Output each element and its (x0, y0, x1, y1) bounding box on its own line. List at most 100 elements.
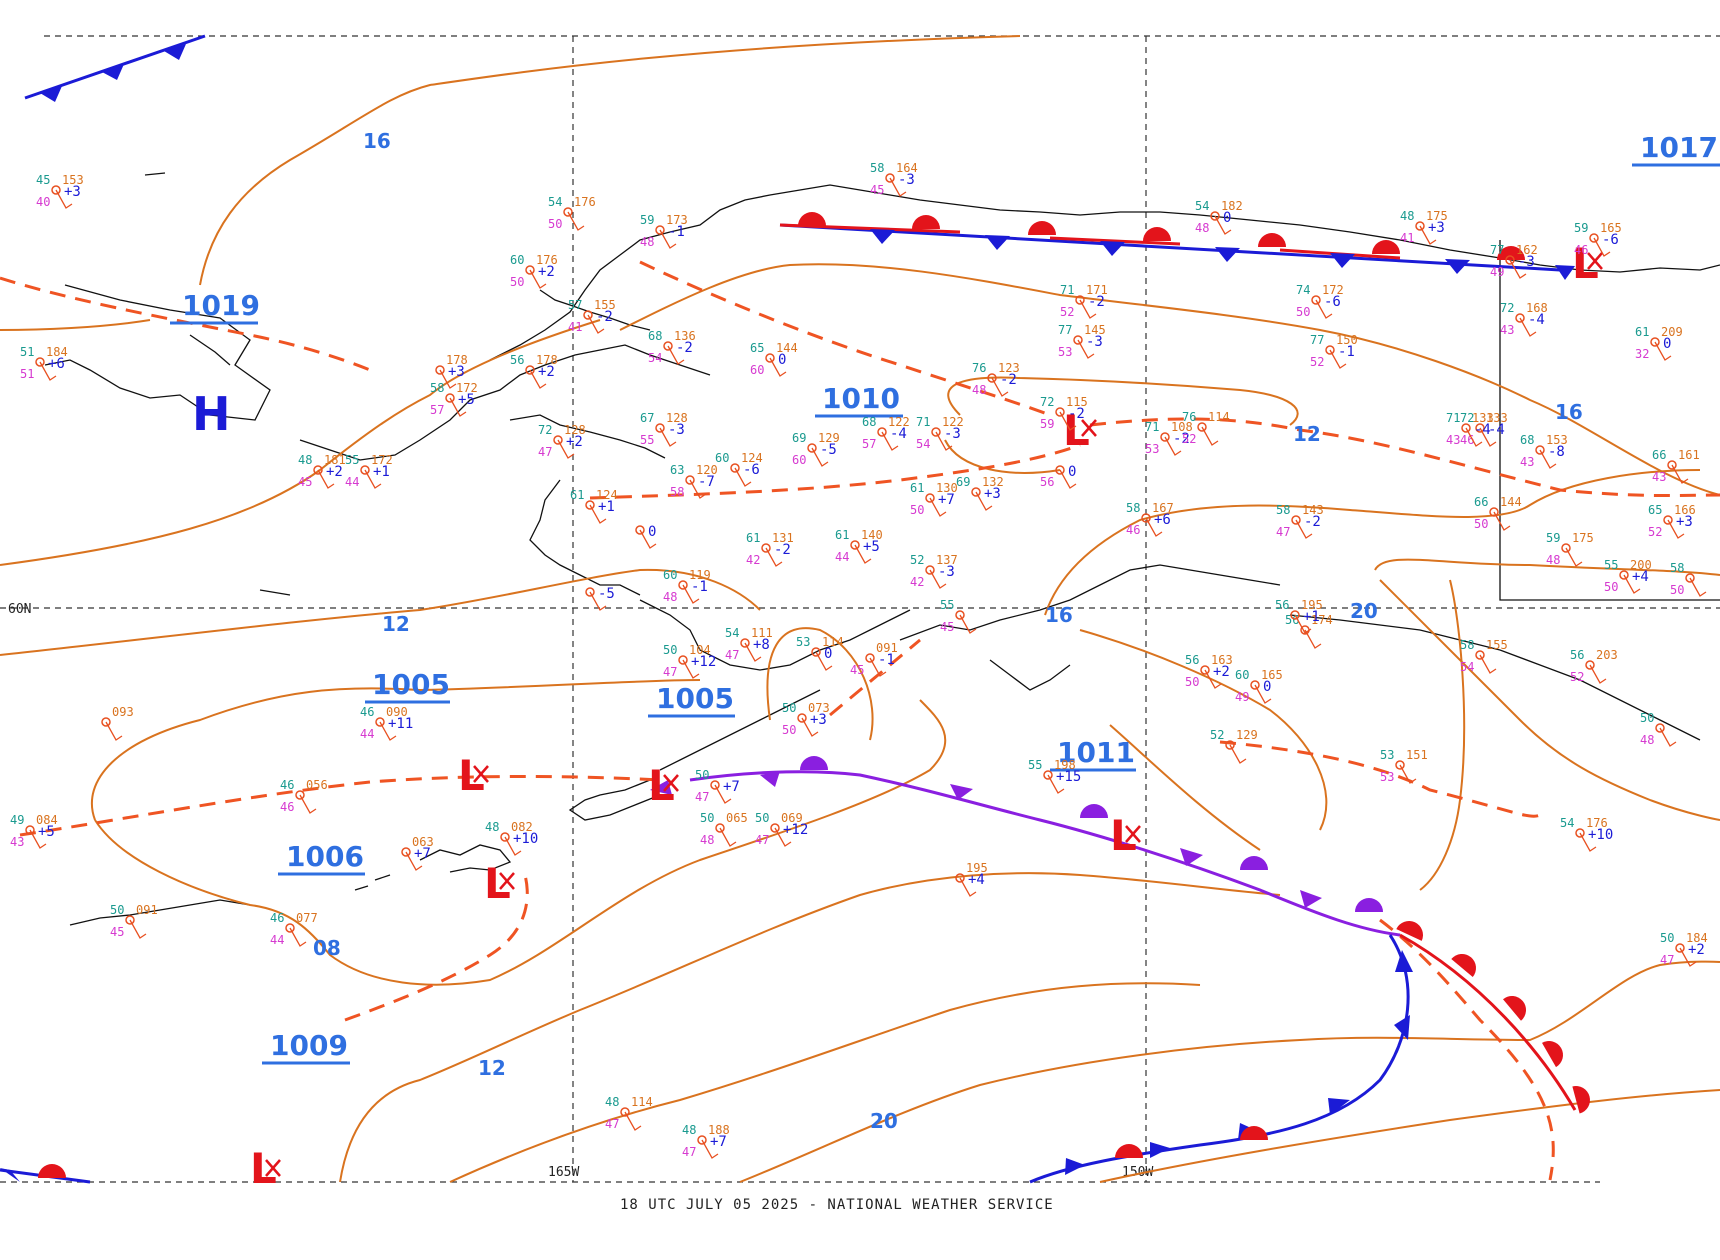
station-sky-cover-icon (620, 1107, 630, 1117)
station-temperature: 68 (1520, 433, 1534, 447)
station-pressure: 114 (1208, 410, 1230, 424)
station-sky-cover-icon (885, 173, 895, 183)
wind-barb-icon (1164, 436, 1182, 456)
station-pressure-tendency: -2 (1068, 406, 1085, 422)
station-plot: 59 165 46 -6 (1574, 221, 1622, 257)
station-plot: 091 45 -1 (850, 641, 898, 677)
station-sky-cover-icon (1055, 407, 1065, 417)
station-plot: -5 (585, 586, 615, 611)
station-temperature: 59 (640, 213, 654, 227)
wind-barb-icon (1689, 577, 1707, 597)
station-temperature: 65 (1648, 503, 1662, 517)
wind-barb-icon (589, 591, 607, 611)
station-sky-cover-icon (697, 1135, 707, 1145)
wind-barb-icon (1254, 684, 1272, 704)
station-plot: 54 176 50 (548, 195, 596, 231)
station-dewpoint: 44 (835, 550, 849, 564)
wind-barb-icon (929, 569, 947, 589)
station-pressure-tendency: +7 (723, 779, 740, 795)
station-pressure: 063 (412, 835, 434, 849)
wind-barb-icon (1565, 547, 1583, 567)
station-sky-cover-icon (295, 790, 305, 800)
station-dewpoint: 53 (1145, 442, 1159, 456)
station-pressure-tendency: +1 (1303, 609, 1320, 625)
station-plot: 58 155 54 (1460, 638, 1508, 674)
wind-barb-icon (1654, 341, 1672, 361)
lat-60n-label: 60N (8, 602, 31, 617)
station-pressure-tendency: -1 (691, 579, 708, 595)
station-temperature: 61 (1635, 325, 1649, 339)
station-temperature: 67 (640, 411, 654, 425)
station-dewpoint: 48 (663, 590, 677, 604)
station-temperature: 53 (1380, 748, 1394, 762)
station-plot: 71 108 53 -2 (1145, 420, 1193, 456)
station-pressure-tendency: -1 (1338, 344, 1355, 360)
station-plot: 61 124+1 (570, 488, 618, 524)
station-temperature: 50 (1660, 931, 1674, 945)
station-pressure: 188 (708, 1123, 730, 1137)
station-sky-cover-icon (585, 500, 595, 510)
wind-barb-icon (1145, 517, 1163, 537)
station-pressure: 172 (456, 381, 478, 395)
station-pressure: 175 (1426, 209, 1448, 223)
coastline (44, 172, 1720, 926)
station-dewpoint: 44 (360, 727, 374, 741)
wind-barb-icon (734, 467, 752, 487)
station-temperature: 49 (10, 813, 24, 827)
station-pressure-tendency: -3 (1086, 334, 1103, 350)
station-temperature: 54 (1195, 199, 1209, 213)
lon-165w-label: 165W (548, 1165, 579, 1180)
station-pressure-tendency: +4 (968, 872, 985, 888)
station-pressure: 184 (1686, 931, 1708, 945)
station-plot: 54 111 47 +8 (725, 626, 773, 662)
station-pressure-tendency: +6 (1154, 512, 1171, 528)
station-temperature: 58 (1126, 501, 1140, 515)
pressure-centers: H 1019 1010 L 1005 1005 L L 1006 L 1009 … (170, 131, 1720, 1193)
map-footer: 18 UTC JULY 05 2025 - NATIONAL WEATHER S… (620, 1197, 1054, 1213)
station-sky-cover-icon (678, 655, 688, 665)
wind-barb-icon (1465, 427, 1483, 447)
station-plot: 72 168 43 -4 (1500, 301, 1548, 337)
station-sky-cover-icon (313, 465, 323, 475)
station-pressure-tendency: +12 (783, 822, 808, 838)
station-pressure-tendency: -5 (820, 442, 837, 458)
station-temperature: 46 (280, 778, 294, 792)
wind-barb-icon (1579, 832, 1597, 852)
station-plot: 55 172 44 +1 (345, 453, 393, 489)
station-sky-cover-icon (1197, 422, 1207, 432)
station-dewpoint: 47 (755, 833, 769, 847)
station-dewpoint: 48 (640, 235, 654, 249)
station-plot: 66 144 50 (1474, 495, 1522, 531)
station-pressure-tendency: -6 (1602, 232, 1619, 248)
station-sky-cover-icon (525, 265, 535, 275)
station-pressure: 124 (741, 451, 763, 465)
wind-barb-icon (1294, 614, 1312, 634)
station-pressure: 122 (888, 415, 910, 429)
isobar-label: 12 (478, 1056, 506, 1080)
station-plot: 52 129 (1210, 728, 1258, 764)
station-pressure-tendency: -3 (668, 422, 685, 438)
station-pressure-tendency: +6 (48, 356, 65, 372)
wind-barb-icon (1589, 664, 1607, 684)
station-pressure: 145 (1084, 323, 1106, 337)
station-pressure: 119 (689, 568, 711, 582)
station-pressure: 124 (596, 488, 618, 502)
station-sky-cover-icon (931, 427, 941, 437)
station-plot: 65 166 52 +3 (1648, 503, 1696, 539)
station-temperature: 74 (1296, 283, 1310, 297)
station-dewpoint: 54 (648, 351, 662, 365)
station-sky-cover-icon (1210, 211, 1220, 221)
wind-barb-icon (439, 369, 457, 389)
station-dewpoint: 59 (1040, 417, 1054, 431)
station-sky-cover-icon (811, 647, 821, 657)
station-sky-cover-icon (807, 443, 817, 453)
wind-barb-icon (1079, 299, 1097, 319)
station-dewpoint: 45 (850, 663, 864, 677)
station-temperature: 59 (1546, 531, 1560, 545)
station-pressure-tendency: -1 (878, 652, 895, 668)
station-temperature: 60 (1235, 668, 1249, 682)
station-dewpoint: 52 (1570, 670, 1584, 684)
